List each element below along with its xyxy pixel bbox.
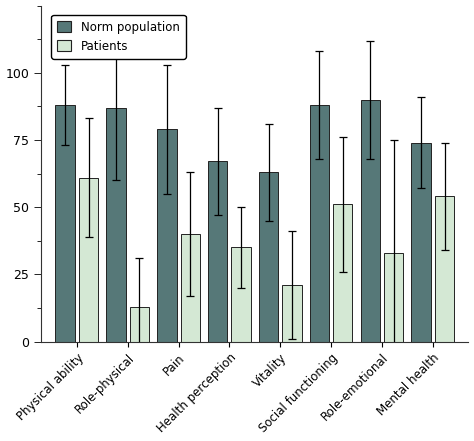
Legend: Norm population, Patients: Norm population, Patients xyxy=(51,15,186,59)
Bar xyxy=(310,105,329,342)
Bar xyxy=(435,196,454,342)
Bar xyxy=(106,108,126,342)
Bar xyxy=(283,285,301,342)
Bar xyxy=(157,129,176,342)
Bar xyxy=(411,142,431,342)
Bar xyxy=(181,234,200,342)
Bar xyxy=(208,161,228,342)
Bar xyxy=(384,253,403,342)
Bar xyxy=(231,247,251,342)
Bar xyxy=(361,100,380,342)
Bar xyxy=(79,178,98,342)
Bar xyxy=(55,105,75,342)
Bar xyxy=(333,205,353,342)
Bar xyxy=(259,172,278,342)
Bar xyxy=(130,306,149,342)
